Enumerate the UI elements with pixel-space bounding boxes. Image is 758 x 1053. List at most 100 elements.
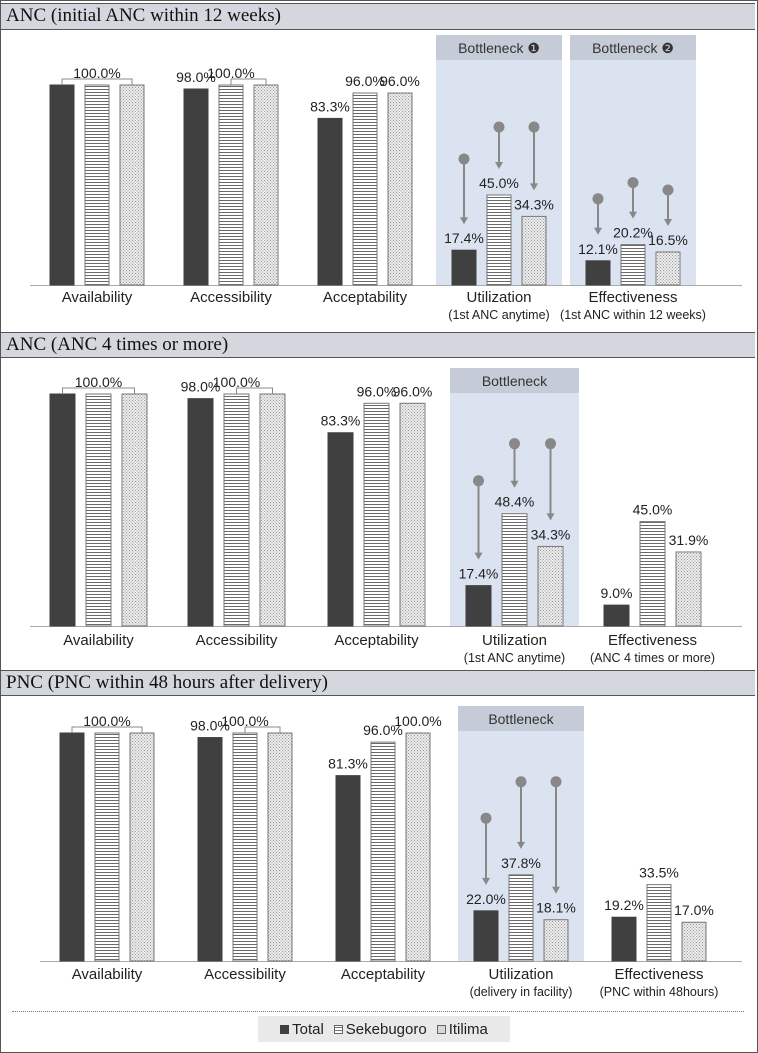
category-sublabel: (ANC 4 times or more) <box>590 651 715 665</box>
data-label: 100.0% <box>75 374 122 390</box>
category-sublabel: (delivery in facility) <box>470 985 573 999</box>
bottleneck-background <box>570 35 696 285</box>
category-label: Accessibility <box>190 289 272 306</box>
data-label: 98.0% <box>190 718 230 734</box>
bar-total <box>197 737 223 962</box>
arrow-head <box>460 217 468 225</box>
arrow-head <box>629 211 637 219</box>
bottleneck-title-band <box>570 35 696 60</box>
bar-total <box>183 88 209 286</box>
bar-sekebugoro <box>620 244 646 286</box>
legend-swatch-sekebugoro <box>333 1024 343 1034</box>
bottleneck-label: Bottleneck <box>488 711 554 727</box>
bar-total <box>187 398 214 627</box>
bottleneck-label: Bottleneck <box>482 373 548 389</box>
arrow-head <box>495 162 503 169</box>
data-label: 48.4% <box>495 494 535 510</box>
chart-anc-initial: Bottleneck ❶ Bottleneck ❷ 100.0% Availabili… <box>30 35 742 322</box>
bar-sekebugoro <box>501 513 528 627</box>
data-label: 100.0% <box>83 713 130 729</box>
bar-total <box>49 393 76 627</box>
data-label: 9.0% <box>601 585 633 601</box>
shared-value-bracket <box>61 78 133 85</box>
data-label: 31.9% <box>669 532 709 548</box>
shared-value-bracket <box>71 726 143 733</box>
chart-pnc: Bottleneck100.0%Availability98.0%100.0%A… <box>40 706 742 999</box>
category-label: Availability <box>72 966 143 983</box>
category-sublabel: (PNC within 48hours) <box>600 985 719 999</box>
data-label: 96.0% <box>380 73 420 89</box>
shared-value-bracket <box>244 726 281 733</box>
bar-itilima <box>259 393 286 627</box>
bar-sekebugoro <box>639 521 666 627</box>
arrow-origin-dot <box>545 438 556 450</box>
bar-itilima <box>267 732 293 962</box>
bar-total <box>335 775 361 962</box>
bar-itilima <box>655 251 681 286</box>
legend-swatch-itilima <box>436 1024 446 1034</box>
bar-sekebugoro <box>363 402 390 627</box>
bar-total <box>49 84 75 286</box>
bottleneck-title-band <box>436 35 562 60</box>
bar-sekebugoro <box>232 732 258 962</box>
category-label: Availability <box>62 289 133 306</box>
legend-separator <box>12 1011 744 1012</box>
bar-total <box>603 604 630 627</box>
data-label: 12.1% <box>578 241 618 257</box>
data-label: 37.8% <box>501 855 541 871</box>
bar-sekebugoro <box>486 194 512 286</box>
bar-sekebugoro <box>223 393 250 627</box>
arrow-origin-dot <box>509 438 520 450</box>
category-label: Effectiveness <box>589 289 678 306</box>
category-label: Accessibility <box>204 966 286 983</box>
bar-total <box>317 117 343 286</box>
data-label: 34.3% <box>531 526 571 542</box>
data-label: 100.0% <box>207 65 254 81</box>
bar-total <box>59 732 85 962</box>
bottleneck-title-band <box>458 706 584 731</box>
bar-sekebugoro <box>370 741 396 962</box>
arrow-origin-dot <box>515 776 527 788</box>
data-label: 81.3% <box>328 756 368 772</box>
legend-swatch-total <box>280 1024 290 1034</box>
category-sublabel: (1st ANC anytime) <box>464 651 565 665</box>
category-label: Accessibility <box>196 632 278 649</box>
arrow-head <box>530 183 538 191</box>
panel-title-anc-initial: ANC (initial ANC within 12 weeks) <box>1 3 755 30</box>
category-label: Effectiveness <box>608 632 697 649</box>
data-label: 83.3% <box>310 98 350 114</box>
bar-itilima <box>537 545 564 627</box>
bar-total <box>585 260 611 286</box>
bottleneck-label: Bottleneck ❶ <box>458 40 540 56</box>
arrow-origin-dot <box>473 475 484 487</box>
bar-sekebugoro <box>218 84 244 286</box>
category-sublabel: (1st ANC within 12 weeks) <box>560 308 706 322</box>
legend: Total Sekebugoro Itilima <box>258 1016 510 1042</box>
bar-sekebugoro <box>94 732 120 962</box>
arrow-head <box>474 552 483 560</box>
legend-label-itilima: Itilima <box>448 1020 488 1038</box>
data-label: 100.0% <box>213 374 260 390</box>
bar-itilima <box>119 84 145 286</box>
bar-itilima <box>681 921 707 962</box>
legend-label-sekebugoro: Sekebugoro <box>345 1020 427 1038</box>
data-label: 96.0% <box>393 383 433 399</box>
arrow-head <box>546 513 555 521</box>
category-label: Utilization <box>488 966 553 983</box>
bar-itilima <box>253 84 279 286</box>
data-label: 100.0% <box>221 713 268 729</box>
chart-anc-4-times: Bottleneck100.0%Availability98.0%100.0%A… <box>30 368 742 665</box>
arrow-origin-dot <box>550 776 562 788</box>
data-label: 33.5% <box>639 865 679 881</box>
data-label: 98.0% <box>176 69 216 85</box>
data-label: 17.4% <box>459 566 499 582</box>
panel-title-anc-4-times: ANC (ANC 4 times or more) <box>1 332 755 358</box>
bar-total <box>611 916 637 962</box>
bar-itilima <box>121 393 148 627</box>
data-label: 16.5% <box>648 232 688 248</box>
category-label: Effectiveness <box>615 966 704 983</box>
bar-itilima <box>405 732 431 962</box>
bar-sekebugoro <box>352 92 378 286</box>
data-label: 45.0% <box>633 502 673 518</box>
data-label: 100.0% <box>73 65 120 81</box>
